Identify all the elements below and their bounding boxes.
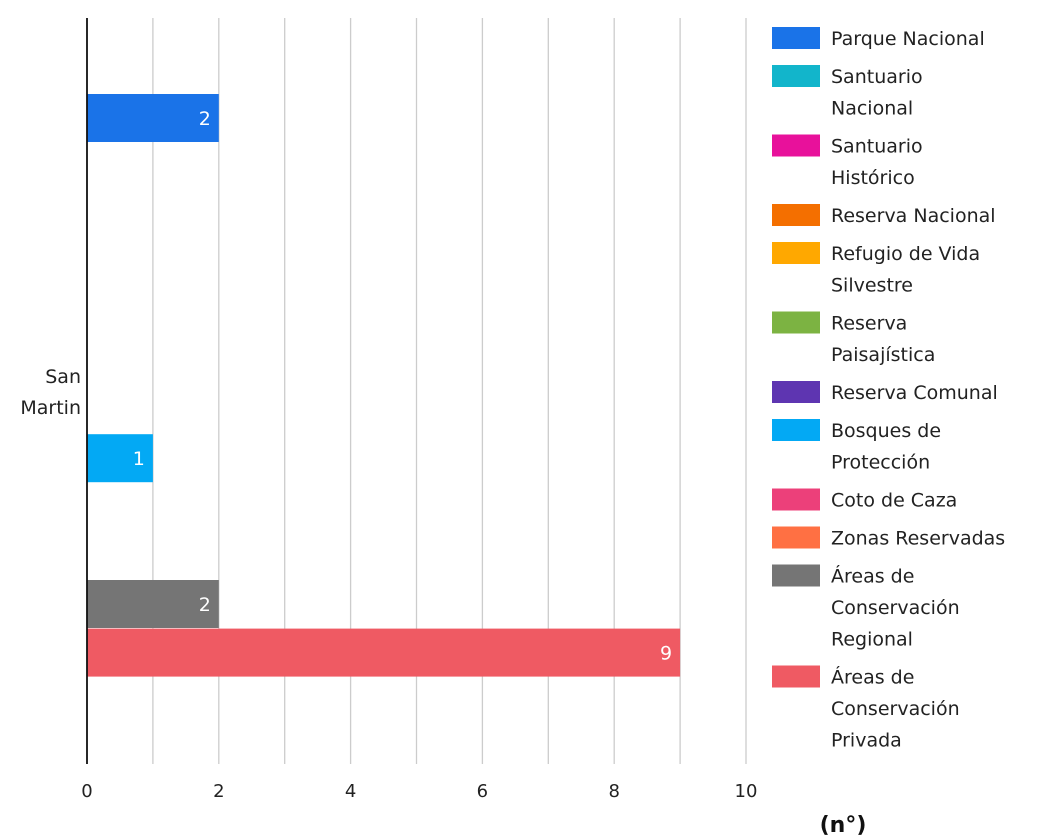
legend-label: Refugio de Vida Silvestre [831, 243, 980, 297]
bar-data-label: 2 [199, 594, 211, 616]
legend-label: Reserva Comunal [831, 382, 998, 404]
x-axis-unit-label: (n°) [820, 813, 867, 838]
bar [87, 628, 681, 677]
bar [87, 580, 219, 628]
bar [87, 94, 219, 142]
bar-data-label: 1 [133, 448, 145, 470]
legend-label: Santuario Nacional [831, 66, 923, 120]
legend-swatch [772, 204, 820, 226]
x-tick-label: 2 [213, 781, 224, 802]
bars: 2 1 2 9 [87, 94, 681, 677]
legend-swatch [772, 381, 820, 403]
legend-label: Zonas Reservadas [831, 528, 1005, 550]
x-tick-label: 10 [735, 781, 758, 802]
bar [87, 434, 153, 483]
x-tick-label: 4 [345, 781, 356, 802]
legend-label: Áreas de Conservación Privada [831, 666, 960, 752]
legend-swatch [772, 665, 820, 688]
legend-swatch [772, 564, 820, 587]
legend-swatch [772, 242, 820, 264]
legend-label: Bosques de Protección [831, 420, 941, 474]
legend-label: Coto de Caza [831, 490, 957, 512]
legend-label: Parque Nacional [831, 28, 985, 50]
axes: 0 2 4 6 8 10 San Martin [20, 18, 757, 802]
legend-swatch [772, 311, 820, 334]
x-tick-label: 6 [477, 781, 488, 802]
category-label: San Martin [20, 366, 81, 419]
legend-label: Reserva Paisajística [831, 313, 935, 367]
legend-label: Reserva Nacional [831, 205, 996, 227]
legend-label: Áreas de Conservación Regional [831, 565, 960, 651]
gridlines [152, 18, 747, 764]
legend-swatch [772, 419, 820, 441]
legend-swatch [772, 65, 820, 87]
legend-swatch [772, 488, 820, 511]
x-tick-label: 0 [81, 781, 92, 802]
legend: Parque Nacional Santuario Nacional Santuari… [772, 27, 1005, 752]
bar-data-label: 2 [199, 108, 211, 130]
legend-swatch [772, 134, 820, 157]
bar-data-label: 9 [660, 643, 672, 665]
x-tick-label: 8 [608, 781, 619, 802]
legend-swatch [772, 526, 820, 549]
legend-label: Santuario Histórico [831, 136, 923, 190]
legend-swatch [772, 27, 820, 49]
